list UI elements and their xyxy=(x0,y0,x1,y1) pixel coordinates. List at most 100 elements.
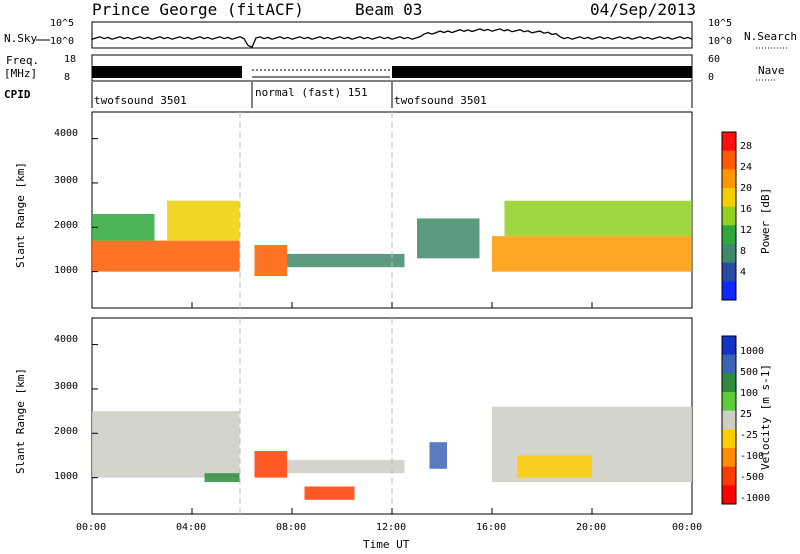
velocity-cbar-swatch-7 xyxy=(722,466,736,486)
cpid-segment-2: normal (fast) 151 xyxy=(255,86,368,99)
velocity-region-3 xyxy=(287,459,405,474)
xtick-5: 20:00 xyxy=(576,522,607,533)
vel-ytick-1000: 1000 xyxy=(54,471,79,482)
xtick-2: 08:00 xyxy=(276,522,307,533)
velocity-ylabel: Slant Range [km] xyxy=(14,368,27,474)
power-region-5 xyxy=(417,218,480,259)
power-region-0 xyxy=(92,240,240,272)
power-cbar-tick-24: 24 xyxy=(740,162,753,173)
xtick-4: 16:00 xyxy=(476,522,507,533)
power-region-3 xyxy=(254,245,287,277)
power-ytick-1000: 1000 xyxy=(54,265,79,276)
vel-cbar-tick-1000: 1000 xyxy=(740,346,765,357)
power-region-1 xyxy=(167,200,240,241)
vel-cbar-tick-500: 500 xyxy=(740,367,759,378)
vel-cbar-tick-neg500: -500 xyxy=(740,472,765,483)
velocity-cbar-swatch-4 xyxy=(722,410,736,430)
noise-right-tick-top: 10^5 xyxy=(708,18,733,29)
cpid-label: CPID xyxy=(4,88,31,101)
velocity-panel xyxy=(91,317,693,515)
freq-unit-label: [MHz] xyxy=(4,67,38,80)
velocity-colorbar xyxy=(721,335,737,505)
freq-label: Freq. xyxy=(6,54,40,67)
freq-band-3 xyxy=(392,66,692,78)
date-title: 04/Sep/2013 xyxy=(590,0,696,19)
power-panel xyxy=(91,111,693,309)
power-cbar-swatch-4 xyxy=(722,206,736,226)
freq-tick-bottom: 8 xyxy=(64,72,71,83)
cpid-segment-1: twofsound 3501 xyxy=(94,94,187,107)
vel-ytick-2000: 2000 xyxy=(54,426,79,437)
power-cbar-tick-8: 8 xyxy=(740,246,747,257)
cpid-segment-3: twofsound 3501 xyxy=(394,94,487,107)
noise-trace xyxy=(91,28,693,49)
power-cbar-tick-20: 20 xyxy=(740,183,753,194)
beam-title: Beam 03 xyxy=(355,0,423,19)
power-ylabel: Slant Range [km] xyxy=(14,162,27,268)
vel-cbar-tick-100: 100 xyxy=(740,388,759,399)
power-ytick-4000: 4000 xyxy=(54,128,79,139)
power-cbar-tick-12: 12 xyxy=(740,225,753,236)
power-cbar-swatch-0 xyxy=(722,132,736,152)
noise-panel xyxy=(36,21,788,49)
power-region-4 xyxy=(287,253,405,268)
cpid-brackets xyxy=(91,82,693,108)
noise-right-tick-bottom: 10^0 xyxy=(708,36,733,47)
power-cbar-swatch-7 xyxy=(722,262,736,282)
nsky-label: N.Sky xyxy=(4,32,38,45)
power-colorbar xyxy=(721,131,737,301)
power-region-2 xyxy=(92,213,155,241)
nave-tick-bottom: 0 xyxy=(708,72,715,83)
power-cbar-swatch-3 xyxy=(722,188,736,208)
velocity-region-7 xyxy=(517,455,592,478)
station-title: Prince George (fitACF) xyxy=(92,0,304,19)
noise-panel-frame xyxy=(91,21,693,49)
velocity-cbar-swatch-6 xyxy=(722,448,736,468)
nave-tick-top: 60 xyxy=(708,54,721,65)
velocity-region-5 xyxy=(429,442,447,469)
velocity-region-2 xyxy=(254,451,287,478)
power-cbar-swatch-5 xyxy=(722,225,736,245)
nave-label: Nave xyxy=(758,64,785,77)
power-cbar-tick-28: 28 xyxy=(740,141,753,152)
xtick-0: 00:00 xyxy=(76,522,107,533)
power-ytick-2000: 2000 xyxy=(54,220,79,231)
xlabel: Time UT xyxy=(363,538,410,551)
velocity-region-1 xyxy=(204,473,240,483)
power-cbar-tick-16: 16 xyxy=(740,204,753,215)
noise-left-tick-bottom: 10^0 xyxy=(50,36,75,47)
power-ytick-3000: 3000 xyxy=(54,175,79,186)
velocity-cbar-swatch-8 xyxy=(722,485,736,505)
power-region-7 xyxy=(504,200,692,237)
power-cbar-swatch-8 xyxy=(722,281,736,301)
freq-tick-top: 18 xyxy=(64,54,77,65)
velocity-region-4 xyxy=(304,486,355,500)
vel-cbar-tick-25: 25 xyxy=(740,409,753,420)
power-cbar-swatch-6 xyxy=(722,244,736,264)
velocity-cbar-frame xyxy=(721,335,737,505)
xtick-3: 12:00 xyxy=(376,522,407,533)
vel-cbar-tick-neg25: -25 xyxy=(740,430,759,441)
freq-panel xyxy=(91,54,776,82)
vel-ytick-4000: 4000 xyxy=(54,334,79,345)
velocity-cbar-swatch-2 xyxy=(722,373,736,393)
velocity-region-0 xyxy=(92,411,240,478)
velocity-cbar-swatch-1 xyxy=(722,354,736,374)
xtick-1: 04:00 xyxy=(176,522,207,533)
velocity-cbar-swatch-5 xyxy=(722,429,736,449)
nsearch-label: N.Search xyxy=(744,30,797,43)
power-region-6 xyxy=(492,236,692,272)
noise-left-tick-top: 10^5 xyxy=(50,18,75,29)
power-cbar-swatch-2 xyxy=(722,169,736,189)
power-cbar-swatch-1 xyxy=(722,150,736,170)
xtick-6: 00:00 xyxy=(672,522,703,533)
velocity-cbar-swatch-3 xyxy=(722,392,736,412)
velocity-cbar-swatch-0 xyxy=(722,336,736,356)
vel-ytick-3000: 3000 xyxy=(54,381,79,392)
power-cbar-frame xyxy=(721,131,737,301)
power-scale-label: Power [dB] xyxy=(759,187,772,254)
vel-cbar-tick-neg100: -100 xyxy=(740,451,765,462)
freq-band-1 xyxy=(92,66,242,78)
vel-cbar-tick-neg1000: -1000 xyxy=(740,493,771,504)
